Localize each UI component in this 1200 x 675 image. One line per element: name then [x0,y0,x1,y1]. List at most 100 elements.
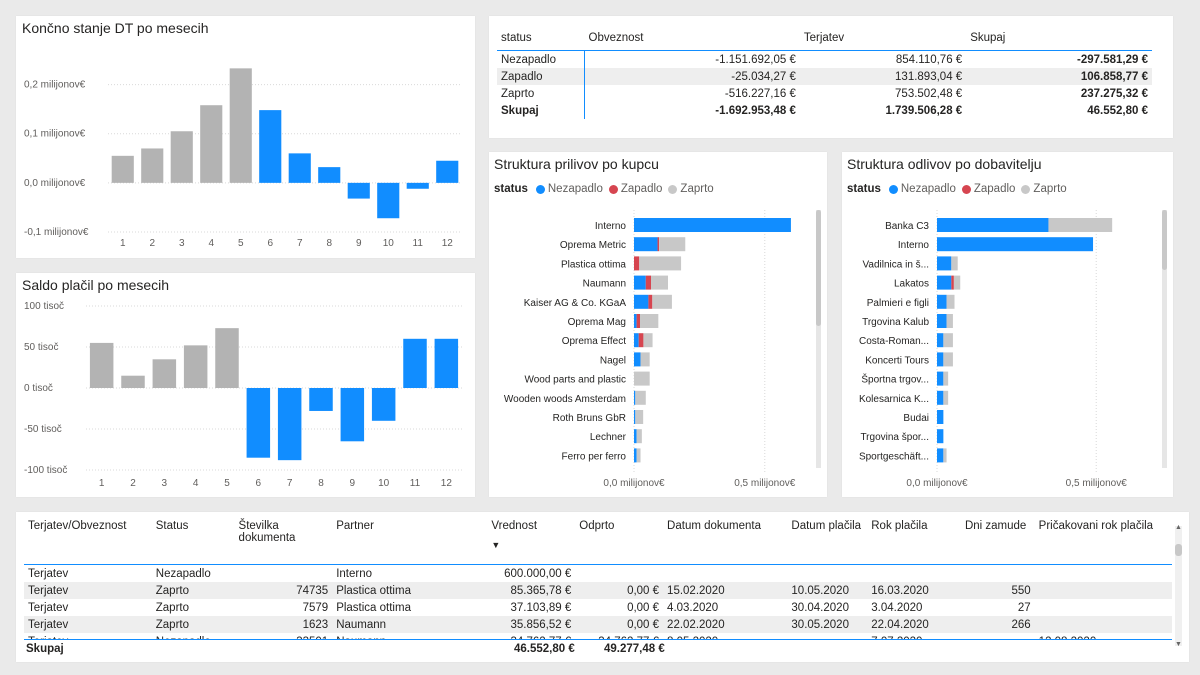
bar-segment-nezapadlo[interactable] [937,390,944,405]
bar[interactable] [277,388,302,461]
bar-segment-nezapadlo[interactable] [634,429,637,444]
bar-segment-zaprto[interactable] [946,314,953,328]
detail-header[interactable]: Številka dokumenta [234,518,333,565]
bar-segment-zaprto[interactable] [640,352,650,367]
bar-segment-nezapadlo[interactable] [937,371,944,386]
bar-segment-zaprto[interactable] [943,371,949,386]
detail-header[interactable]: Rok plačila [867,518,961,565]
bar-segment-zaprto[interactable] [943,352,953,367]
detail-header[interactable]: Status [151,518,235,565]
bar-segment-nezapadlo[interactable] [634,294,649,309]
matrix-header-skupaj[interactable]: Skupaj [966,26,1152,51]
bar[interactable] [215,328,239,388]
scrollbar-thumb[interactable] [816,210,821,326]
bar-segment-zaprto[interactable] [651,275,668,290]
bar-segment-nezapadlo[interactable] [937,333,944,348]
bar-segment-nezapadlo[interactable] [937,352,944,367]
bar[interactable] [259,110,282,183]
bar-segment-zaprto[interactable] [636,448,641,463]
scroll-up-icon[interactable]: ▲ [1175,524,1182,531]
chart-saldo-placil-panel[interactable]: Saldo plačil po mesecih 100 tisoč 50 tiso… [16,273,475,497]
bar[interactable] [406,182,429,189]
bar-segment-zaprto[interactable] [635,410,644,424]
bar[interactable] [183,345,208,388]
chart-prilivi-panel[interactable]: Struktura prilivov po kupcu status Nezap… [489,152,827,497]
bar-segment-zapadlo[interactable] [951,275,954,290]
bar[interactable] [347,182,370,199]
bar-segment-zapadlo[interactable] [638,333,644,348]
matrix-header-obveznost[interactable]: Obveznost [584,26,800,51]
bar[interactable] [170,131,193,183]
bar[interactable] [309,388,333,411]
detail-table-panel[interactable]: Terjatev/Obveznost Status Številka dokum… [16,512,1189,662]
scrollbar-thumb[interactable] [1175,544,1182,556]
detail-header[interactable]: Datum plačila [787,518,868,565]
table-row[interactable]: Terjatev Zaprto 74735 Plastica ottima 85.365… [24,582,1172,599]
scroll-down-icon[interactable]: ▼ [1175,641,1182,648]
detail-header[interactable]: Dni zamude [960,518,1035,565]
bar[interactable] [229,68,252,183]
legend-item-zaprto[interactable]: Zaprto [1021,183,1067,195]
bar-segment-nezapadlo[interactable] [634,333,639,348]
scrollbar-thumb[interactable] [1162,210,1167,270]
bar-segment-zaprto[interactable] [643,333,653,348]
legend-item-zapadlo[interactable]: Zapadlo [608,183,662,195]
table-row[interactable]: Terjatev Nezapadlo Interno 600.000,00 € [24,565,1172,583]
bar[interactable] [436,160,459,183]
chart-odlivi-panel[interactable]: Struktura odlivov po dobavitelju status … [842,152,1173,497]
detail-header[interactable]: Terjatev/Obveznost [24,518,152,565]
bar[interactable] [111,155,134,183]
bar-segment-zaprto[interactable] [943,448,947,463]
bar-segment-zaprto[interactable] [659,237,686,252]
bar[interactable] [288,153,311,183]
odlivi-chart[interactable]: 0,0 milijonov€ 0,5 milijonov€ Banka C3 Inte… [842,152,1173,497]
chart-scrollbar[interactable] [1162,210,1167,468]
bar-segment-zaprto[interactable] [635,390,646,405]
bar-segment-zapadlo[interactable] [657,237,660,252]
saldo-placil-chart[interactable]: 100 tisoč 50 tisoč 0 tisoč -50 tisoč -100 ti… [16,273,475,497]
bar-segment-nezapadlo[interactable] [937,294,947,309]
bar-segment-nezapadlo[interactable] [634,390,636,405]
detail-header[interactable]: Datum dokumenta [663,518,788,565]
bar-segment-nezapadlo[interactable] [937,314,947,328]
bar-segment-nezapadlo[interactable] [634,410,636,424]
bar-segment-zaprto[interactable] [943,390,949,405]
bar-segment-nezapadlo[interactable] [634,314,637,328]
bar[interactable] [152,359,177,388]
bar-segment-nezapadlo[interactable] [937,429,944,444]
chart-scrollbar[interactable] [816,210,821,468]
bar[interactable] [377,182,400,219]
detail-header[interactable]: Partner [332,518,488,565]
table-scrollbar[interactable]: ▲ ▼ [1175,524,1182,648]
bar-segment-zaprto[interactable] [640,314,659,328]
bar-segment-nezapadlo[interactable] [937,275,952,290]
bar[interactable] [89,342,114,388]
bar[interactable] [141,148,164,183]
bar[interactable] [318,167,341,183]
bar-segment-zapadlo[interactable] [645,275,651,290]
bar-segment-zapadlo[interactable] [636,314,641,328]
detail-header[interactable]: Pričakovani rok plačila [1034,518,1172,565]
bar-segment-zapadlo[interactable] [648,294,653,309]
bar[interactable] [403,338,427,388]
legend-item-zapadlo[interactable]: Zapadlo [961,183,1015,195]
matrix-header-status[interactable]: status [497,26,585,51]
bar-segment-nezapadlo[interactable] [937,256,952,271]
bar[interactable] [246,388,271,458]
bar-segment-zaprto[interactable] [1048,218,1113,232]
bar-segment-zaprto[interactable] [636,429,642,444]
prilivi-chart[interactable]: 0,0 milijonov€ 0,5 milijonov€ Interno Oprem… [489,152,827,497]
bar[interactable] [340,388,365,442]
bar-segment-zaprto[interactable] [946,294,955,309]
bar-segment-nezapadlo[interactable] [634,237,658,252]
bar-segment-nezapadlo[interactable] [634,275,646,290]
bar[interactable] [121,375,145,388]
bar-segment-zaprto[interactable] [652,294,672,309]
bar-segment-nezapadlo[interactable] [937,448,944,463]
detail-header-vrednost[interactable]: Vrednost ▼ [487,518,576,565]
table-row[interactable]: Terjatev Zaprto 7579 Plastica ottima 37.103,… [24,599,1172,616]
detail-header[interactable]: Odprto [575,518,664,565]
bar-segment-zaprto[interactable] [951,256,958,271]
chart-koncno-stanje-panel[interactable]: Končno stanje DT po mesecih 0,2 milijono… [16,16,475,258]
bar-segment-nezapadlo[interactable] [634,352,641,367]
